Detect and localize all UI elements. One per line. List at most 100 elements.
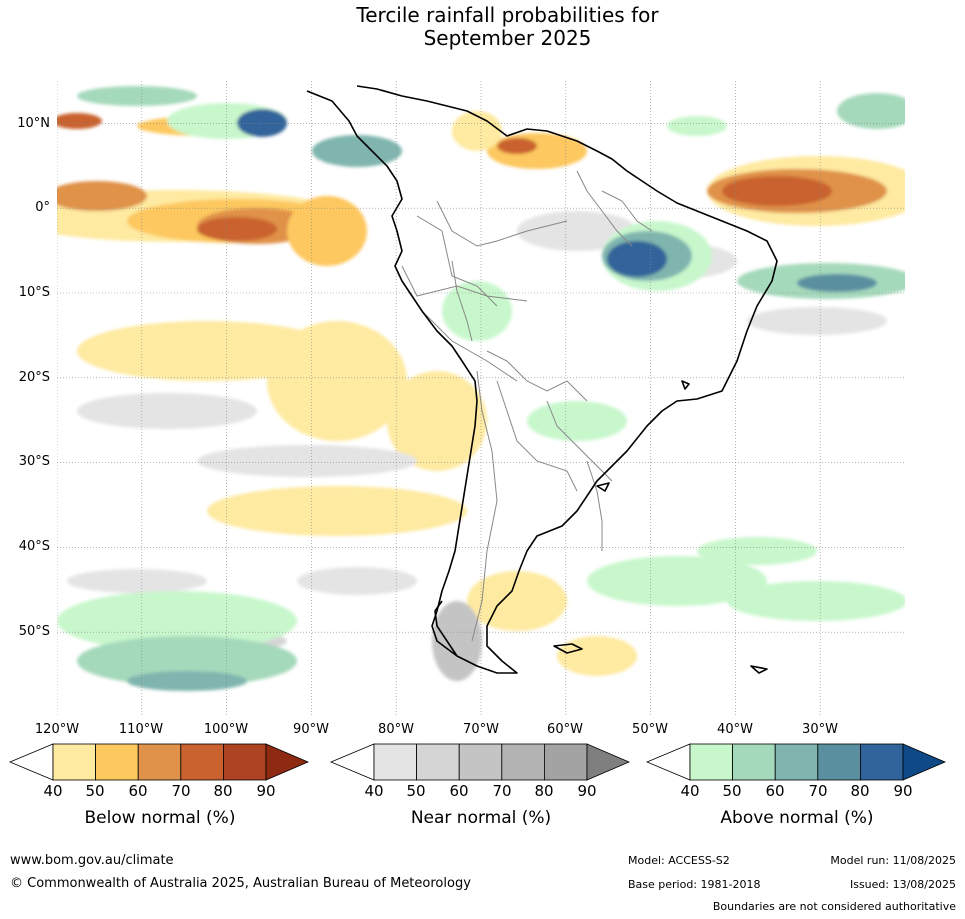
tick-above-40: 40 <box>680 782 700 800</box>
lat-label-equator: 0° <box>35 200 50 215</box>
website-link[interactable]: www.bom.gov.au/climate <box>10 853 174 868</box>
colorbar-left-extension <box>8 743 54 781</box>
colorbar-near-swatches <box>329 743 631 781</box>
lon-label-60w: 60°W <box>547 722 583 737</box>
lat-label-30s: 30°S <box>18 454 50 469</box>
colorbar-swatch <box>774 743 819 781</box>
probability-shade <box>452 111 502 151</box>
lon-label-120w: 120°W <box>34 722 80 737</box>
probability-shade <box>747 307 887 335</box>
colorbar-swatch <box>458 743 503 781</box>
tick-below-40: 40 <box>43 782 63 800</box>
tick-near-70: 70 <box>492 782 512 800</box>
colorbar-swatch <box>859 743 904 781</box>
probability-shade <box>57 591 297 651</box>
colorbar-left-extension <box>645 743 691 781</box>
colorbar-below-normal <box>8 743 311 785</box>
probability-shade <box>207 486 467 536</box>
colorbar-swatch <box>137 743 182 781</box>
tick-below-50: 50 <box>85 782 105 800</box>
tick-above-90: 90 <box>893 782 913 800</box>
probability-shade <box>237 109 287 137</box>
tick-near-60: 60 <box>449 782 469 800</box>
probability-shade <box>517 211 637 251</box>
colorbar-swatch <box>416 743 460 781</box>
tick-near-90: 90 <box>577 782 597 800</box>
probability-shade <box>127 671 247 691</box>
tick-above-70: 70 <box>808 782 828 800</box>
colorbar-below-swatches <box>8 743 310 781</box>
probability-shade <box>77 636 297 686</box>
probability-shade <box>197 217 277 241</box>
country-borders <box>401 170 653 642</box>
probability-shade <box>267 321 407 441</box>
lon-label-70w: 70°W <box>463 722 499 737</box>
tick-below-90: 90 <box>256 782 276 800</box>
colorbar-swatch <box>222 743 267 781</box>
title-line-1: Tercile rainfall probabilities for <box>356 3 659 27</box>
colorbar-swatch <box>373 743 417 781</box>
model-name: Model: ACCESS-S2 <box>628 854 730 867</box>
probability-shade <box>312 135 402 167</box>
tick-above-80: 80 <box>850 782 870 800</box>
map-title: Tercile rainfall probabilities for Septe… <box>0 4 965 50</box>
title-line-2: September 2025 <box>423 26 592 50</box>
colorbar-swatch <box>689 743 733 781</box>
lat-label-50s: 50°S <box>18 624 50 639</box>
probability-shade <box>667 116 727 136</box>
probability-shade <box>497 138 537 154</box>
lon-label-100w: 100°W <box>203 722 249 737</box>
coastlines <box>306 85 778 674</box>
lat-label-10s: 10°S <box>18 285 50 300</box>
probability-shade <box>67 569 207 593</box>
colorbar-swatch <box>180 743 224 781</box>
tick-near-50: 50 <box>406 782 426 800</box>
colorbar-left-extension <box>329 743 375 781</box>
probability-shade <box>387 371 487 471</box>
model-run-date: Model run: 11/08/2025 <box>830 854 956 867</box>
tick-below-60: 60 <box>128 782 148 800</box>
probability-shade <box>607 241 667 277</box>
tick-below-80: 80 <box>213 782 233 800</box>
probability-shade <box>432 601 482 681</box>
colorbar-swatch <box>732 743 776 781</box>
tick-below-70: 70 <box>171 782 191 800</box>
tick-above-60: 60 <box>765 782 785 800</box>
colorbar-above-label: Above normal (%) <box>720 808 874 828</box>
copyright-text: © Commonwealth of Australia 2025, Austra… <box>10 876 471 891</box>
probability-shade <box>557 636 637 676</box>
probability-shade <box>57 181 147 211</box>
lon-label-40w: 40°W <box>717 722 753 737</box>
lon-label-30w: 30°W <box>802 722 838 737</box>
colorbar-above-normal <box>645 743 948 785</box>
probability-shade <box>527 401 627 441</box>
lon-label-110w: 110°W <box>118 722 164 737</box>
probability-shade <box>297 567 417 595</box>
probability-shade <box>442 281 512 341</box>
probability-shade <box>722 176 832 206</box>
tick-near-40: 40 <box>364 782 384 800</box>
colorbar-right-extension <box>586 743 631 781</box>
colorbar-swatch <box>95 743 139 781</box>
map-canvas <box>57 81 905 717</box>
colorbar-swatch <box>817 743 861 781</box>
probability-map <box>57 81 905 717</box>
colorbar-swatch <box>501 743 545 781</box>
colorbar-right-extension <box>902 743 947 781</box>
lat-label-10n: 10°N <box>17 116 50 131</box>
probability-shade <box>77 86 197 106</box>
colorbar-swatch <box>543 743 588 781</box>
probability-shade <box>587 556 767 606</box>
lat-label-40s: 40°S <box>18 539 50 554</box>
colorbar-swatch <box>52 743 96 781</box>
probability-fields <box>57 86 905 691</box>
colorbar-below-label: Below normal (%) <box>84 808 236 828</box>
colorbar-above-swatches <box>645 743 947 781</box>
lon-label-90w: 90°W <box>293 722 329 737</box>
colorbar-near-label: Near normal (%) <box>410 808 552 828</box>
lon-label-80w: 80°W <box>378 722 414 737</box>
probability-shade <box>287 196 367 266</box>
probability-shade <box>837 93 905 129</box>
probability-shade <box>797 274 877 292</box>
probability-shade <box>197 445 417 477</box>
